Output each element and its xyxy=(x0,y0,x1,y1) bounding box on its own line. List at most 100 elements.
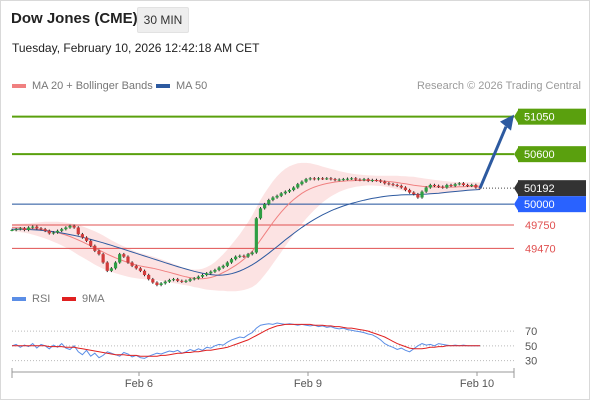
legend-9ma: 9MA xyxy=(62,293,105,305)
candle xyxy=(432,183,437,188)
candle-body xyxy=(188,279,192,281)
level-label: 50192 xyxy=(524,183,555,195)
candle-body xyxy=(325,178,329,180)
candle-body xyxy=(420,191,424,198)
candle-body xyxy=(180,280,184,282)
candle-body xyxy=(76,227,80,235)
candle-body xyxy=(55,230,60,233)
candle xyxy=(31,225,35,229)
candle-body xyxy=(200,275,205,277)
level-label: 50600 xyxy=(524,149,555,161)
candle-body xyxy=(246,254,250,257)
candle xyxy=(283,190,287,195)
level-badge-tip xyxy=(514,180,519,197)
candles xyxy=(10,177,482,287)
level-badge-tip xyxy=(514,196,519,213)
candle xyxy=(428,183,432,189)
candle-body xyxy=(395,185,399,186)
candle-body xyxy=(209,271,213,274)
candle-body xyxy=(287,190,292,192)
timeframe-button[interactable]: 30 MIN xyxy=(137,7,189,33)
legend-ma20-swatch xyxy=(12,84,26,89)
candle xyxy=(321,177,325,180)
candle-body xyxy=(441,186,445,188)
rsi-tick-label: 50 xyxy=(525,341,537,353)
instrument-title: Dow Jones (CME) xyxy=(11,10,138,27)
candle xyxy=(379,179,383,183)
rsi-tick-label: 30 xyxy=(525,356,537,368)
candle-body xyxy=(383,181,387,184)
candle-body xyxy=(234,256,238,260)
candle-body xyxy=(229,259,234,263)
level-label: 50000 xyxy=(524,199,555,211)
candle xyxy=(412,191,416,196)
candle xyxy=(184,279,188,283)
forecast-arrow-shaft xyxy=(478,126,508,189)
candle-body xyxy=(142,270,147,275)
candle xyxy=(436,184,441,188)
candle-body xyxy=(109,268,113,271)
level-label: 51050 xyxy=(524,112,555,124)
candle xyxy=(333,177,337,182)
legend-ma20-label: MA 20 + Bollinger Bands xyxy=(32,80,153,92)
candle xyxy=(43,227,47,233)
legend-ma50: MA 50 xyxy=(156,80,207,92)
candle xyxy=(130,261,134,268)
candle xyxy=(205,272,209,277)
candle xyxy=(383,180,387,185)
candle-body xyxy=(436,185,441,187)
candle-body xyxy=(292,187,296,190)
candle xyxy=(449,183,453,188)
candle-body xyxy=(163,281,167,284)
candle xyxy=(10,228,14,232)
candle-body xyxy=(130,262,134,266)
candle-body xyxy=(275,195,279,198)
candle-body xyxy=(428,185,432,188)
candle-body xyxy=(64,227,68,230)
candle-body xyxy=(432,185,437,186)
candle xyxy=(399,184,403,189)
datetime-label: Tuesday, February 10, 2026 12:42:18 AM C… xyxy=(12,41,260,55)
candle xyxy=(238,254,242,258)
candle-body xyxy=(122,254,126,257)
candle xyxy=(22,227,27,232)
candle xyxy=(80,232,85,239)
candle-body xyxy=(379,180,383,182)
candle-body xyxy=(391,184,395,186)
candle-body xyxy=(283,191,287,194)
candle-body xyxy=(449,185,453,186)
candle-body xyxy=(250,252,254,255)
rsi-tick-label: 70 xyxy=(525,326,537,338)
candle-body xyxy=(321,178,325,180)
candle-body xyxy=(89,240,93,246)
candle xyxy=(424,186,428,193)
candle-body xyxy=(242,255,246,257)
level-badge xyxy=(518,196,586,213)
candle-body xyxy=(465,185,470,186)
candle-body xyxy=(407,190,412,193)
x-tick-label: Feb 10 xyxy=(460,378,494,390)
candle xyxy=(68,224,72,229)
candle xyxy=(213,268,217,273)
candle-body xyxy=(416,194,420,198)
candle xyxy=(26,226,31,232)
candle-body xyxy=(60,229,64,231)
candle-body xyxy=(370,180,374,181)
candle xyxy=(470,183,474,188)
candle xyxy=(474,183,478,189)
candle xyxy=(461,182,466,187)
candle xyxy=(151,277,155,284)
candle xyxy=(279,192,283,198)
candle-body xyxy=(337,179,341,181)
candle xyxy=(395,183,399,188)
candle xyxy=(76,226,80,236)
forecast-arrow-head xyxy=(500,114,514,131)
candle-body xyxy=(22,228,27,230)
candle xyxy=(362,177,366,182)
candle xyxy=(47,229,51,235)
x-tick-label: Feb 6 xyxy=(125,378,153,390)
candle-body xyxy=(304,179,308,182)
candle-body xyxy=(271,197,275,200)
candle-body xyxy=(461,183,466,185)
candle-body xyxy=(93,245,97,251)
